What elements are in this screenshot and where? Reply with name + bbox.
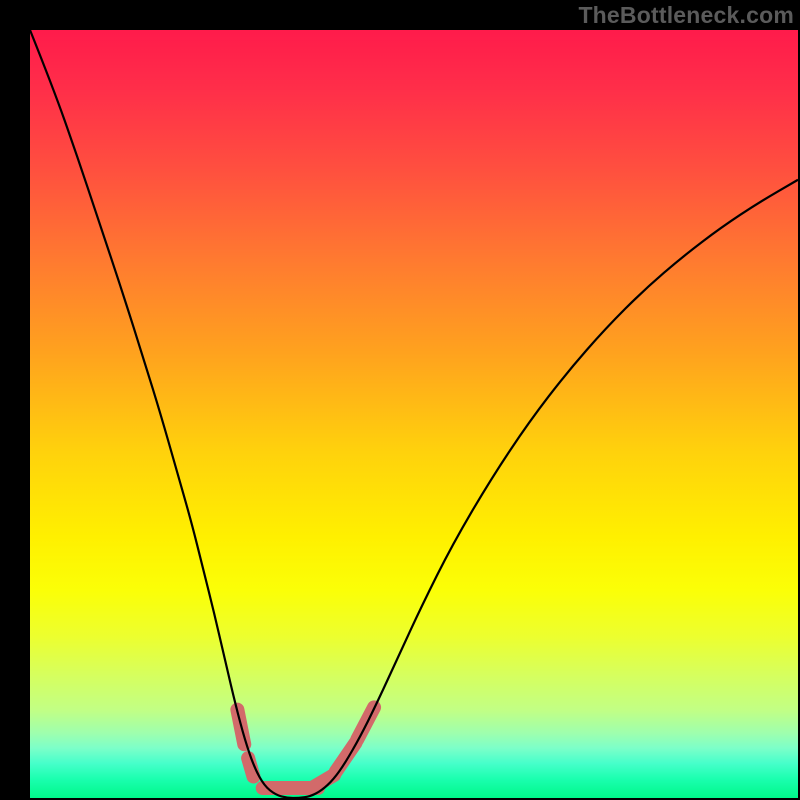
watermark-text: TheBottleneck.com [578,2,794,29]
plot-background [30,30,798,798]
